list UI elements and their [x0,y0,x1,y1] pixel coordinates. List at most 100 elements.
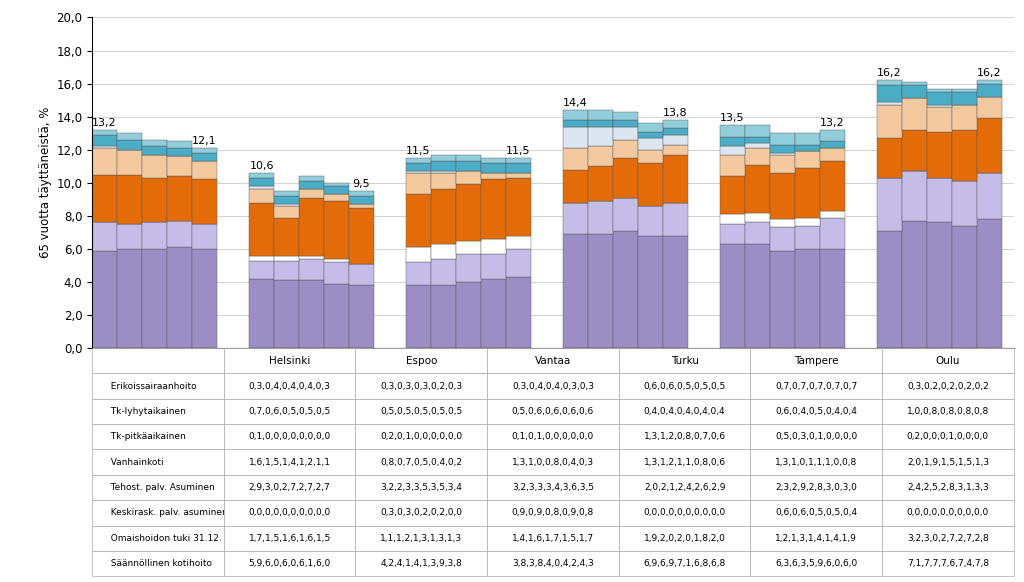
Bar [563,169,588,203]
Bar [299,259,324,281]
Bar [506,236,530,249]
Bar [481,179,506,239]
Bar [588,234,613,348]
Bar [977,118,1001,173]
Bar [431,161,456,171]
Bar [407,285,431,348]
Bar [663,236,688,348]
Bar [795,249,820,348]
Bar [820,130,845,141]
Bar [431,259,456,285]
Text: 16,2: 16,2 [977,68,1001,79]
Bar [902,85,927,98]
Bar [613,230,638,348]
Bar [770,155,795,173]
Bar [877,105,902,138]
Bar [481,158,506,163]
Bar [877,102,902,105]
Bar [324,183,349,186]
Bar [720,244,744,348]
Bar [324,262,349,283]
Text: 10,6: 10,6 [249,161,273,171]
Bar [431,173,456,189]
Bar [249,255,274,261]
Bar [927,92,951,105]
Bar [720,125,744,137]
Bar [299,281,324,348]
Bar [191,153,217,161]
Bar [902,82,927,85]
Bar [927,178,951,222]
Bar [274,261,299,281]
Bar [563,120,588,126]
Bar [663,155,688,203]
Bar [902,130,927,171]
Bar [191,249,217,348]
Bar [720,214,744,224]
Bar [638,123,663,132]
Bar [299,189,324,198]
Bar [117,175,142,224]
Bar [877,178,902,230]
Bar [770,228,795,251]
Bar [820,148,845,161]
Bar [638,236,663,348]
Bar [506,163,530,173]
Bar [481,239,506,254]
Bar [902,98,927,130]
Bar [744,165,770,212]
Bar [431,189,456,244]
Bar [481,279,506,348]
Bar [927,132,951,178]
Bar [431,244,456,259]
Bar [456,184,481,241]
Bar [951,92,977,105]
Text: Vantaa: Vantaa [447,371,489,384]
Bar [877,80,902,85]
Bar [506,277,530,348]
Text: 13,5: 13,5 [720,113,744,123]
Text: Tampere: Tampere [757,371,808,384]
Bar [249,173,274,178]
Bar [324,186,349,194]
Y-axis label: 65 vuotta täyttäneistä, %: 65 vuotta täyttäneistä, % [39,107,52,258]
Bar [563,126,588,148]
Text: Helsinki: Helsinki [131,371,178,384]
Bar [249,178,274,186]
Bar [795,145,820,151]
Bar [92,148,117,175]
Bar [588,120,613,126]
Bar [588,110,613,120]
Bar [795,226,820,249]
Bar [92,135,117,147]
Bar [456,254,481,282]
Bar [349,264,374,285]
Bar [349,191,374,196]
Bar [663,128,688,135]
Bar [274,206,299,218]
Bar [274,191,299,196]
Bar [191,224,217,249]
Bar [613,112,638,120]
Bar [588,201,613,234]
Bar [431,285,456,348]
Bar [638,132,663,138]
Bar [977,219,1001,348]
Bar [349,208,374,264]
Bar [117,133,142,140]
Bar [770,153,795,155]
Bar [349,204,374,208]
Bar [613,126,638,140]
Text: Espoo: Espoo [294,371,329,384]
Bar [117,140,142,150]
Bar [117,150,142,175]
Bar [563,203,588,234]
Bar [142,249,167,348]
Bar [795,133,820,145]
Bar [795,168,820,218]
Bar [638,206,663,236]
Bar [249,261,274,279]
Bar [191,161,217,179]
Bar [588,126,613,147]
Bar [877,85,902,102]
